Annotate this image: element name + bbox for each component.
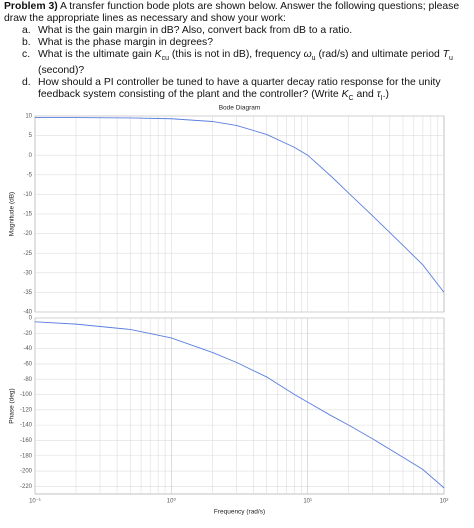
- marker: d.: [22, 77, 31, 89]
- question: a. What is the gain margin in dB? Also, c…: [4, 25, 470, 37]
- y-tick-label: 0: [29, 316, 33, 322]
- subscript: u: [311, 55, 316, 63]
- symbol: T: [442, 49, 449, 60]
- symbol: K: [341, 89, 349, 101]
- subscript: C: [348, 95, 354, 103]
- y-tick-label: -35: [23, 290, 32, 296]
- symbol: τ: [376, 89, 381, 101]
- y-tick-label: -10: [23, 192, 32, 198]
- x-tick-label: 10¹: [303, 499, 312, 505]
- q-text: What is the gain margin in dB? Also, con…: [38, 25, 353, 36]
- q-text: (rad/s) and ultimate period: [315, 49, 443, 60]
- question: c. What is the ultimate gain Kcu (this is…: [4, 49, 470, 77]
- y-tick-label: -5: [27, 172, 33, 178]
- y-tick-label: -180: [20, 453, 33, 459]
- subscript: cu: [161, 55, 170, 63]
- q-text: .): [382, 89, 389, 101]
- y-tick-label: -200: [20, 469, 33, 475]
- y-axis-label: Magnitude (dB): [9, 192, 16, 236]
- x-axis-label: Frequency (rad/s): [214, 509, 265, 516]
- x-tick-label: 10⁰: [167, 498, 177, 505]
- y-tick-label: -20: [23, 231, 32, 237]
- y-tick-label: -20: [23, 331, 32, 337]
- y-tick-label: -120: [20, 407, 33, 413]
- y-tick-label: -60: [23, 361, 32, 367]
- q-text: How should a PI controller be tuned to h…: [38, 77, 441, 101]
- marker: c.: [22, 49, 31, 60]
- bode-chart: 10 5 0 -5 -10 -15 -20 -25 -30 -35 -40 Bode Diagram M…: [9, 105, 449, 516]
- chart-title: Bode Diagram: [219, 105, 261, 112]
- question: b. What is the phase margin in degrees?: [4, 37, 470, 49]
- question: d. How should a PI controller be tuned to…: [4, 77, 470, 105]
- y-tick-label: -25: [23, 251, 32, 257]
- plot-area: [34, 317, 445, 495]
- y-tick-label: -160: [20, 438, 33, 444]
- y-tick-label: -15: [23, 212, 32, 218]
- y-tick-label: -100: [20, 392, 33, 398]
- y-tick-label: 5: [29, 133, 33, 139]
- problem-text: Problem 3) A transfer function bode plot…: [4, 1, 470, 105]
- x-tick-label: 10²: [440, 499, 449, 505]
- intro-text: A transfer function bode plots are shown…: [4, 1, 460, 24]
- y-tick-label: -40: [23, 310, 32, 316]
- marker: a.: [22, 25, 31, 36]
- y-axis-label: Phase (deg): [9, 388, 16, 423]
- q-text: What is the ultimate gain: [38, 49, 155, 60]
- x-tick-label: 10⁻¹: [29, 499, 41, 505]
- q-text: (this is not in dB), frequency: [169, 49, 304, 60]
- y-tick-label: -220: [20, 484, 33, 490]
- marker: b.: [22, 37, 31, 48]
- y-tick-label: -30: [23, 270, 32, 276]
- q-text: What is the phase margin in degrees?: [38, 37, 214, 48]
- y-tick-label: -80: [23, 377, 32, 383]
- y-tick-label: 10: [25, 114, 32, 120]
- problem-label: Problem 3): [4, 1, 58, 12]
- y-tick-label: -140: [20, 423, 33, 429]
- subscript: I: [380, 95, 383, 103]
- symbol: ω: [303, 49, 312, 60]
- series-line: [35, 117, 445, 293]
- symbol: K: [154, 49, 162, 60]
- series-line: [34, 321, 445, 489]
- y-tick-label: 0: [29, 153, 33, 159]
- intro: Problem 3) A transfer function bode plot…: [4, 1, 470, 25]
- q-text: and: [353, 89, 377, 101]
- y-tick-label: -40: [23, 346, 32, 352]
- q-text: (second)?: [38, 65, 85, 77]
- subscript: u: [449, 55, 453, 63]
